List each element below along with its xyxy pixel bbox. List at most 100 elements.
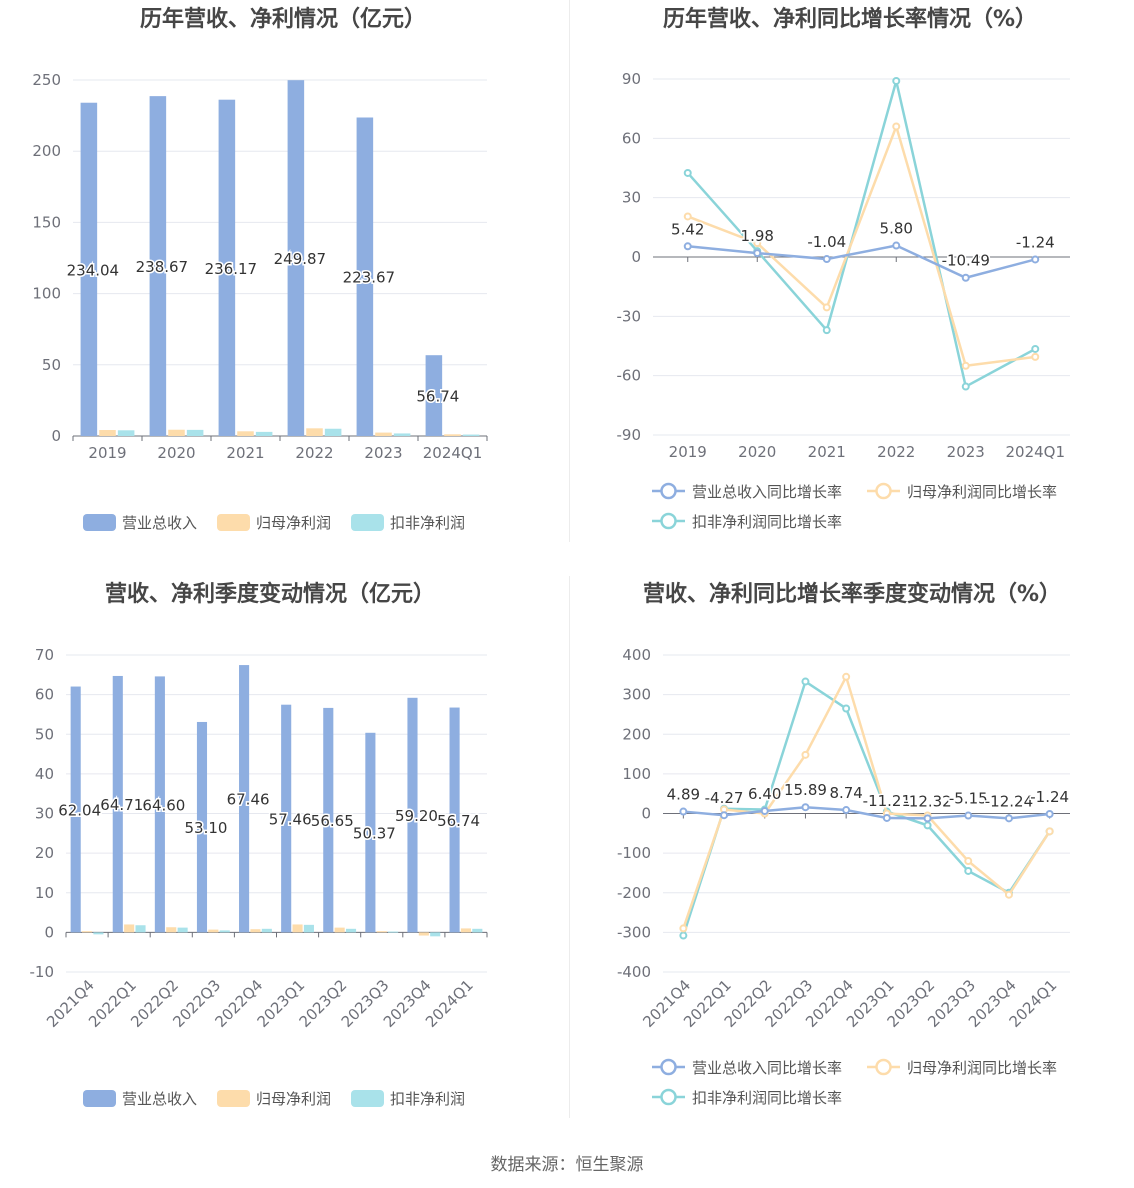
bar-revenue xyxy=(323,707,334,933)
series-point xyxy=(822,255,831,264)
legend-marker xyxy=(660,512,677,530)
bar-revenue xyxy=(154,676,165,933)
chart-svg: 历年营收、净利情况（亿元） 0 50 100 150 200 250 2019 2020 2021… xyxy=(32,6,488,532)
x-tick-label: 2023 xyxy=(947,443,985,461)
bar-revenue xyxy=(80,102,98,436)
data-label: 5.80 xyxy=(880,220,913,238)
legend-label: 归母净利润同比增长率 xyxy=(907,483,1057,501)
y-tick-label: -60 xyxy=(617,367,642,385)
series-point xyxy=(964,857,973,866)
legend-marker xyxy=(660,482,677,500)
y-tick-label: 300 xyxy=(622,686,651,704)
series-line xyxy=(683,805,1050,820)
series-point xyxy=(822,326,831,335)
series-point xyxy=(753,249,762,258)
bar-revenue xyxy=(196,721,208,933)
x-tick-label: 2021 xyxy=(226,444,264,462)
vertical-divider-top xyxy=(569,0,570,542)
quarterly-growth-rate-chart: 营收、净利同比增长率季度变动情况（%） -400 -300 -200 -100 0 100 2… xyxy=(567,576,1134,1121)
series-point xyxy=(964,866,973,875)
bar-deducted-profit xyxy=(255,431,273,436)
data-label: 1.98 xyxy=(741,227,774,245)
bar-revenue xyxy=(425,355,443,436)
series-point xyxy=(961,361,970,370)
x-tick-label: 2022 xyxy=(295,444,333,462)
bar-revenue xyxy=(149,96,167,437)
data-label: 234.04 xyxy=(67,261,120,279)
y-tick-label: 60 xyxy=(35,686,54,704)
y-tick-label: 0 xyxy=(44,923,54,941)
series-point xyxy=(679,924,688,933)
data-label: -12.24 xyxy=(985,792,1033,810)
data-label: 53.10 xyxy=(185,819,228,837)
y-tick-label: -10 xyxy=(30,963,55,981)
quarterly-revenue-profit-chart: 营收、净利季度变动情况（亿元） -10 0 10 20 30 40 50 60 70 2021Q4 2… xyxy=(0,576,567,1121)
y-tick-label: 250 xyxy=(32,71,61,89)
series-point xyxy=(892,122,901,131)
bar-net-profit xyxy=(306,428,323,436)
bar-deducted-profit xyxy=(430,932,441,937)
bar-net-profit xyxy=(208,929,219,933)
data-label: -1.24 xyxy=(1016,233,1055,251)
x-tick-label: 2021 xyxy=(808,443,846,461)
bar-net-profit xyxy=(334,927,345,933)
annual-revenue-profit-chart: 历年营收、净利情况（亿元） 0 50 100 150 200 250 2019 2020 2021… xyxy=(0,0,567,545)
data-label: 57.46 xyxy=(269,811,312,829)
legend-marker xyxy=(875,482,892,500)
x-tick-label: 2024Q1 xyxy=(1005,443,1065,461)
bar-revenue xyxy=(449,707,460,933)
bar-revenue xyxy=(407,697,418,933)
series-point xyxy=(720,811,729,820)
bar-net-profit xyxy=(99,430,116,436)
data-label: 64.71 xyxy=(100,796,143,814)
bar-deducted-profit xyxy=(186,429,204,436)
data-label: -1.04 xyxy=(807,233,846,251)
series-point xyxy=(1045,827,1054,836)
bar-net-profit xyxy=(81,931,93,933)
legend-label: 营业总收入同比增长率 xyxy=(692,1059,842,1077)
data-label: 223.67 xyxy=(343,269,396,287)
bar-net-profit xyxy=(250,929,261,933)
y-tick-label: 50 xyxy=(42,356,61,374)
series-point xyxy=(801,677,810,686)
series-point xyxy=(842,806,851,815)
bar-deducted-profit xyxy=(303,924,314,933)
series-point xyxy=(842,704,851,713)
series-point xyxy=(760,806,769,815)
x-tick-label: 2019 xyxy=(669,443,707,461)
bar-net-profit xyxy=(376,931,387,933)
legend-label: 归母净利润 xyxy=(256,514,331,532)
legend-label: 扣非净利润 xyxy=(390,514,465,532)
chart-title: 营收、净利同比增长率季度变动情况（%） xyxy=(643,581,1061,607)
chart-svg: 营收、净利季度变动情况（亿元）-100102030405060702021Q42… xyxy=(30,581,488,1108)
bar-deducted-profit xyxy=(219,930,230,933)
y-tick-label: 30 xyxy=(622,189,641,207)
legend-label: 扣非净利润同比增长率 xyxy=(692,513,842,531)
data-label: -10.49 xyxy=(942,252,990,270)
legend-swatch xyxy=(217,1090,250,1107)
series-line xyxy=(682,679,1051,936)
y-tick-label: -300 xyxy=(617,923,651,941)
bar-revenue xyxy=(281,704,292,933)
legend-label: 扣非净利润 xyxy=(390,1090,465,1108)
vertical-divider-bottom xyxy=(569,576,570,1118)
data-label: 5.42 xyxy=(671,220,704,238)
y-tick-label: -30 xyxy=(617,307,642,325)
legend-label: 扣非净利润同比增长率 xyxy=(692,1089,842,1107)
data-label: 56.74 xyxy=(416,388,459,406)
series-point xyxy=(801,750,810,759)
legend-label: 营业总收入 xyxy=(122,1090,197,1108)
chart-title: 历年营收、净利同比增长率情况（%） xyxy=(663,6,1037,32)
bar-revenue xyxy=(239,665,250,933)
series-point xyxy=(961,273,970,282)
series-point xyxy=(679,807,688,816)
y-tick-label: 30 xyxy=(35,805,54,823)
y-tick-label: 10 xyxy=(35,884,54,902)
bar-net-profit xyxy=(237,431,254,436)
x-tick-label: 2024Q1 xyxy=(423,444,483,462)
series-point xyxy=(1004,890,1013,899)
bar-net-profit xyxy=(124,924,135,933)
series-point xyxy=(923,821,932,830)
annual-growth-rate-chart: 历年营收、净利同比增长率情况（%） -90 -60 -30 0 30 60 90 2019 202… xyxy=(567,0,1134,545)
series-point xyxy=(961,382,970,391)
